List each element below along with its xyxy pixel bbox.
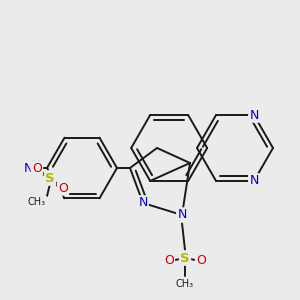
Text: CH₃: CH₃ [176,279,194,289]
Text: N: N [249,174,259,188]
Text: H: H [32,160,40,170]
Text: S: S [180,251,190,265]
Text: N: N [177,208,187,221]
Text: O: O [32,161,42,175]
Text: O: O [58,182,68,194]
Text: N: N [23,161,33,175]
Text: S: S [45,172,55,184]
Text: N: N [138,196,148,209]
Text: N: N [249,109,259,122]
Text: O: O [164,254,174,266]
Text: CH₃: CH₃ [28,197,46,207]
Text: O: O [196,254,206,266]
